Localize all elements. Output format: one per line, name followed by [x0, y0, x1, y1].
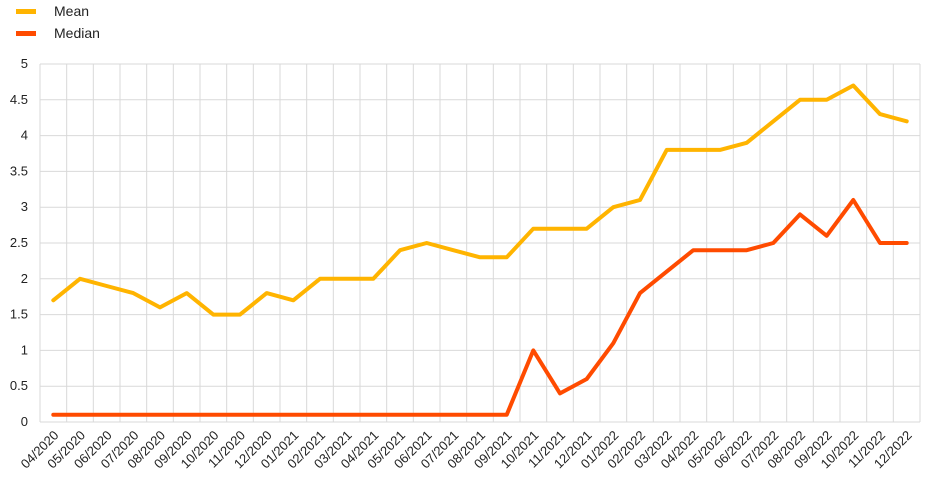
y-tick-label: 0.5 [10, 378, 28, 393]
y-tick-label: 1 [21, 342, 28, 357]
y-tick-label: 4.5 [10, 92, 28, 107]
legend-swatch-median [16, 30, 36, 36]
legend-swatch-mean [16, 8, 36, 14]
y-tick-label: 0 [21, 414, 28, 429]
y-tick-label: 2.5 [10, 235, 28, 250]
legend-item-median: Median [16, 22, 100, 44]
legend-item-mean: Mean [16, 0, 100, 22]
series-line-mean [51, 83, 909, 317]
legend: Mean Median [16, 0, 100, 44]
y-tick-label: 3.5 [10, 163, 28, 178]
legend-label-median: Median [54, 25, 100, 41]
y-tick-label: 2 [21, 271, 28, 286]
legend-label-mean: Mean [54, 3, 90, 19]
y-tick-label: 4 [21, 128, 28, 143]
y-tick-label: 5 [21, 56, 28, 71]
y-tick-label: 3 [21, 199, 28, 214]
series-line-median [51, 198, 909, 417]
y-tick-label: 1.5 [10, 307, 28, 322]
